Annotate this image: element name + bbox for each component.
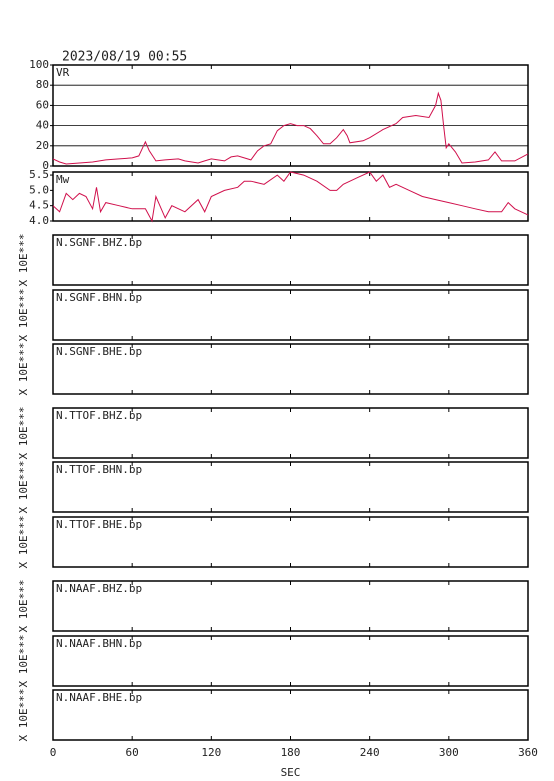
y-axis-label: X 10E*** <box>17 289 30 342</box>
y-axis-label: X 10E*** <box>17 234 30 287</box>
x-tick-label: 0 <box>50 746 57 759</box>
y-tick-label: 5.5 <box>29 168 49 181</box>
x-tick-label: 240 <box>360 746 380 759</box>
y-axis-label: X 10E*** <box>17 407 30 460</box>
y-tick-label: 100 <box>29 58 49 71</box>
panel-label: N.TTOF.BHN.bp <box>56 463 142 476</box>
panel-label: N.NAAF.BHE.bp <box>56 691 142 704</box>
y-tick-label: 80 <box>36 78 49 91</box>
y-tick-label: 0 <box>42 159 49 172</box>
y-tick-label: 40 <box>36 119 49 132</box>
x-tick-label: 60 <box>126 746 139 759</box>
y-tick-label: 5.0 <box>29 183 49 196</box>
y-axis-label: X 10E*** <box>17 689 30 742</box>
y-axis-label: X 10E*** <box>17 516 30 569</box>
data-line <box>52 91 529 165</box>
panel-label: VR <box>56 66 70 79</box>
x-tick-label: 300 <box>439 746 459 759</box>
panel-label: N.NAAF.BHZ.bp <box>56 582 142 595</box>
panel-frame <box>52 171 529 222</box>
x-tick-label: 120 <box>201 746 221 759</box>
panel-label: N.TTOF.BHZ.bp <box>56 409 142 422</box>
panel-frame <box>52 64 529 167</box>
y-axis-label: X 10E*** <box>17 635 30 688</box>
x-tick-label: 360 <box>518 746 538 759</box>
y-tick-label: 20 <box>36 139 49 152</box>
data-line <box>52 171 529 223</box>
x-axis-label: SEC <box>281 766 301 779</box>
panel-label: N.SGNF.BHZ.bp <box>56 236 142 249</box>
panel-label: N.NAAF.BHN.bp <box>56 637 142 650</box>
y-axis-label: X 10E*** <box>17 461 30 514</box>
y-tick-label: 4.0 <box>29 214 49 227</box>
panel-label: N.SGNF.BHE.bp <box>56 345 142 358</box>
chart-title: 2023/08/19 00:55 <box>62 50 187 65</box>
y-axis-label: X 10E*** <box>17 343 30 396</box>
y-tick-label: 4.5 <box>29 199 49 212</box>
panel-label: N.SGNF.BHN.bp <box>56 291 142 304</box>
panel-label: Mw <box>56 173 70 186</box>
panel-label: N.TTOF.BHE.bp <box>56 518 142 531</box>
y-tick-label: 60 <box>36 98 49 111</box>
x-tick-label: 180 <box>281 746 301 759</box>
y-axis-label: X 10E*** <box>17 580 30 633</box>
